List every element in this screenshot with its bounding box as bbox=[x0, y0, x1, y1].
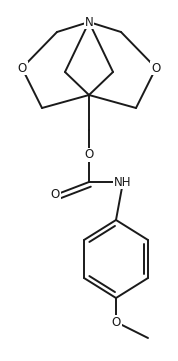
Text: O: O bbox=[84, 148, 94, 161]
Text: N: N bbox=[85, 16, 93, 29]
Text: O: O bbox=[111, 316, 121, 329]
Text: O: O bbox=[151, 61, 161, 74]
Text: O: O bbox=[17, 61, 27, 74]
Text: O: O bbox=[50, 188, 60, 201]
Text: NH: NH bbox=[114, 175, 132, 188]
